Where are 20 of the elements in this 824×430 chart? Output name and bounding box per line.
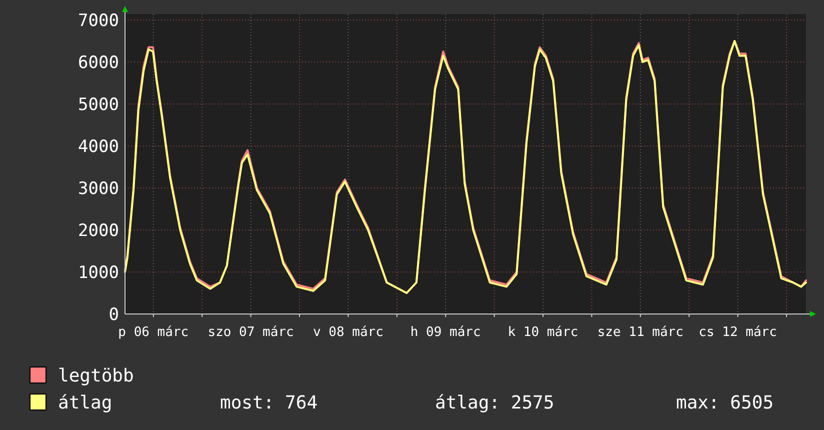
legend-label: legtöbb [58, 365, 134, 386]
x-tick-label: cs 12 márc [698, 325, 777, 340]
x-tick-label: h 09 márc [410, 325, 481, 340]
x-tick-label: k 10 márc [508, 325, 578, 340]
legend-label: átlag [58, 392, 112, 414]
x-tick-label: p 06 márc [118, 325, 189, 340]
y-tick-label: 4000 [78, 136, 119, 157]
text: max: 6505 [676, 392, 774, 414]
text: most: 764 [220, 392, 318, 414]
y-tick-label: 1000 [78, 262, 119, 283]
y-tick-label: 5000 [78, 94, 119, 115]
x-tick-label: sze 11 márc [597, 325, 684, 340]
y-tick-label: 0 [108, 304, 119, 325]
x-tick-label: v 08 márc [312, 325, 384, 340]
y-tick-label: 6000 [78, 52, 119, 73]
y-tick-label: 3000 [78, 178, 119, 199]
text: átlag: 2575 [435, 392, 554, 414]
y-tick-label: 7000 [78, 10, 119, 31]
y-tick-label: 2000 [78, 220, 119, 241]
x-tick-label: szo 07 márc [208, 325, 294, 340]
